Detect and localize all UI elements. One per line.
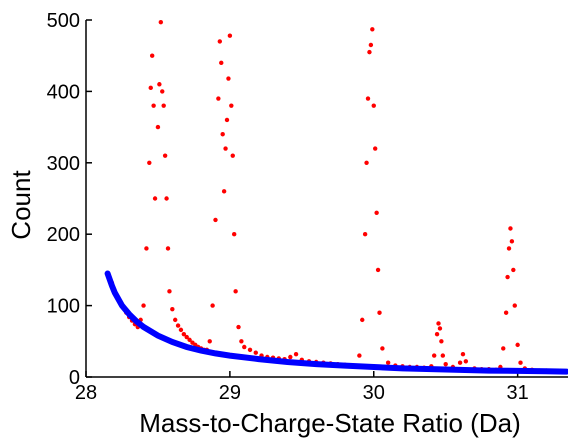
data-point: [509, 239, 515, 244]
data-point: [236, 324, 241, 330]
data-point: [157, 82, 162, 87]
y-tick-label: 500: [47, 10, 80, 32]
x-axis-label: Mass-to-Charge-State Ratio (Da): [139, 408, 520, 438]
data-point: [144, 246, 149, 251]
data-point: [210, 303, 215, 308]
data-point: [231, 232, 237, 237]
data-point: [367, 49, 372, 55]
data-point: [373, 146, 378, 151]
data-point: [370, 27, 375, 32]
y-tick-label: 300: [47, 153, 80, 175]
data-point: [221, 189, 227, 194]
data-point: [375, 267, 381, 273]
x-tick-label: 29: [219, 382, 241, 404]
data-point: [161, 103, 166, 108]
data-point: [431, 353, 437, 358]
data-point: [160, 89, 165, 94]
data-point: [512, 303, 517, 308]
data-point: [503, 310, 509, 315]
y-tick-label: 400: [47, 81, 80, 103]
data-point: [518, 360, 523, 365]
x-tick-label: 30: [363, 382, 385, 404]
y-tick-label: 0: [69, 367, 80, 389]
data-point: [385, 360, 391, 365]
data-point: [230, 153, 235, 158]
data-point: [164, 196, 169, 201]
data-point: [155, 124, 161, 130]
data-point: [147, 160, 152, 165]
data-point: [151, 103, 156, 108]
data-point: [239, 339, 244, 344]
data-point: [371, 103, 376, 108]
red-series: [106, 19, 568, 374]
data-point: [141, 303, 146, 308]
data-point: [463, 359, 469, 364]
data-point: [505, 274, 510, 280]
data-point: [365, 96, 371, 101]
data-point: [219, 60, 224, 66]
data-point: [170, 306, 175, 312]
x-tick-label: 31: [507, 382, 529, 404]
data-point: [175, 323, 181, 328]
data-point: [437, 326, 443, 331]
y-axis-label: Count: [6, 170, 36, 240]
data-point: [501, 346, 506, 351]
data-point: [434, 331, 440, 337]
blue-fit-series: [104, 270, 568, 375]
data-point: [184, 334, 189, 340]
data-point: [439, 339, 444, 344]
data-point: [515, 342, 520, 348]
data-point: [187, 337, 192, 343]
data-point: [247, 347, 253, 353]
data-point: [436, 321, 441, 326]
data-point: [149, 53, 155, 58]
data-point: [178, 327, 184, 333]
data-point: [213, 217, 218, 223]
data-point: [293, 351, 299, 357]
tick-group: 28 29 30 31 0 100 200 300 400 500: [47, 10, 529, 404]
fit-curve: [104, 270, 568, 375]
data-point: [220, 132, 225, 137]
data-point: [362, 232, 368, 237]
data-point: [511, 267, 516, 273]
axes: [85, 20, 568, 378]
data-point: [377, 310, 382, 315]
y-tick-label: 100: [47, 296, 80, 318]
data-point: [181, 331, 187, 337]
data-point: [226, 76, 231, 81]
data-point: [506, 246, 512, 251]
data-point: [207, 339, 212, 344]
data-point: [242, 344, 247, 350]
data-point: [152, 196, 158, 201]
data-point: [216, 96, 221, 101]
data-point: [167, 289, 172, 294]
data-point: [165, 246, 171, 251]
data-point: [440, 353, 446, 358]
data-point: [374, 210, 379, 215]
data-point: [288, 354, 293, 360]
data-point: [360, 317, 365, 323]
data-point: [173, 317, 178, 323]
data-point: [162, 153, 168, 158]
data-point: [380, 346, 385, 351]
data-point: [443, 361, 448, 367]
data-point: [233, 289, 238, 294]
data-point: [253, 350, 258, 355]
data-point: [217, 39, 223, 44]
y-tick-label: 200: [47, 224, 80, 246]
data-point: [223, 146, 228, 151]
data-point: [364, 160, 369, 165]
x-tick-label: 28: [75, 382, 97, 404]
data-point: [457, 360, 463, 365]
data-point: [224, 117, 230, 123]
data-point: [368, 42, 374, 48]
data-point: [460, 351, 466, 357]
data-point: [357, 353, 362, 358]
data-point: [508, 226, 513, 231]
data-point: [148, 85, 153, 91]
data-point: [227, 33, 233, 38]
data-point: [229, 103, 234, 108]
data-point: [158, 19, 164, 25]
